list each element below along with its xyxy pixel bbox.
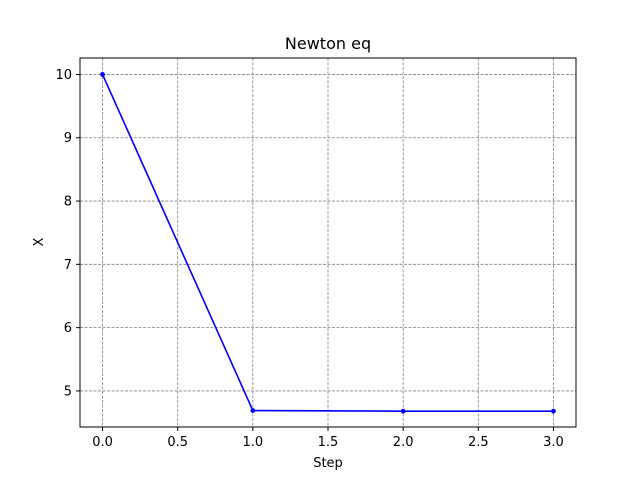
- x-tick-label: 0.5: [167, 435, 188, 450]
- data-point: [551, 408, 556, 414]
- x-tick-label: 2.0: [393, 435, 414, 450]
- y-tick-label: 7: [64, 258, 72, 273]
- y-tick-label: 10: [55, 68, 72, 83]
- x-tick-label: 3.0: [543, 435, 564, 450]
- grid-lines: [80, 58, 576, 427]
- y-tick-label: 5: [64, 384, 72, 399]
- x-tick-label: 1.0: [243, 435, 264, 450]
- x-tick-label: 1.5: [318, 435, 339, 450]
- data-point: [250, 408, 256, 413]
- x-axis-ticks: 0.0 0.5 1.0 1.5 2.0 2.5 3.0: [92, 427, 564, 450]
- y-axis-label: X: [32, 237, 47, 246]
- y-tick-label: 9: [64, 131, 72, 146]
- x-tick-label: 2.5: [468, 435, 489, 450]
- chart-title: Newton eq: [285, 34, 371, 53]
- y-tick-label: 8: [64, 195, 72, 210]
- data-point: [400, 408, 406, 414]
- data-point: [100, 72, 105, 77]
- data-series: [100, 72, 556, 414]
- y-tick-label: 6: [64, 321, 72, 336]
- x-tick-label: 0.0: [92, 435, 113, 450]
- y-axis-ticks: 5 6 7 8 9 10: [55, 68, 80, 399]
- series-line: [101, 74, 554, 412]
- x-axis-label: Step: [313, 456, 343, 471]
